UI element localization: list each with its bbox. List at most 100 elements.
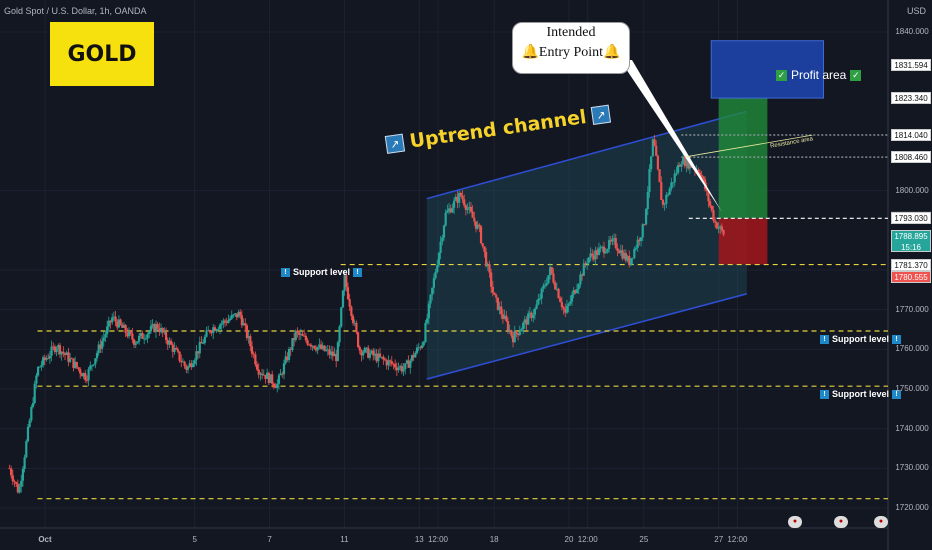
candle-body — [114, 316, 117, 322]
candle-body — [121, 324, 124, 328]
candle-body — [415, 347, 419, 353]
candle-body — [190, 363, 193, 368]
candle-body — [572, 290, 575, 295]
support-text-3: Support level — [832, 389, 890, 399]
candle-body — [700, 174, 703, 177]
candle-body — [616, 247, 619, 251]
candle-body — [474, 221, 478, 229]
candle-body — [362, 352, 365, 356]
candle-body — [395, 367, 398, 371]
candle-body — [555, 288, 558, 290]
price-tick-label: 1800.000 — [895, 185, 929, 195]
candle-body — [148, 331, 151, 335]
price-tick-label: 1840.000 — [895, 27, 929, 36]
candle-body — [383, 359, 387, 361]
candle-body — [720, 226, 723, 231]
symbol-title: Gold Spot / U.S. Dollar, 1h, OANDA — [4, 6, 147, 16]
candle-body — [611, 238, 614, 242]
candle-body — [710, 205, 713, 211]
candle-body — [511, 335, 515, 343]
candle-body — [382, 356, 385, 360]
candle-body — [100, 340, 104, 349]
candle-body — [53, 346, 57, 352]
entry-callout: Intended 🔔Entry Point🔔 — [512, 22, 630, 74]
candle-body — [468, 206, 471, 209]
candle-body — [23, 457, 26, 469]
candle-body — [180, 360, 183, 363]
candle-body — [680, 163, 683, 167]
candle-body — [522, 322, 525, 329]
candle-body — [196, 351, 200, 354]
candle-body — [712, 210, 715, 221]
price-tick-label: 1720.000 — [895, 503, 929, 512]
candle-body — [626, 256, 629, 261]
candle-body — [154, 324, 158, 332]
candle-body — [306, 340, 309, 345]
candle-body — [106, 326, 109, 335]
candle-body — [26, 426, 30, 442]
candle-body — [496, 297, 499, 310]
candle-body — [466, 208, 469, 210]
candle-body — [405, 360, 409, 364]
candle-body — [239, 311, 242, 316]
candle-body — [276, 383, 279, 388]
candle-body — [661, 199, 665, 205]
candle-body — [308, 344, 311, 346]
candle-body — [70, 358, 73, 360]
candle-body — [247, 336, 250, 339]
take-profit-zone — [718, 98, 768, 219]
candle-body — [341, 290, 345, 308]
candle-body — [545, 283, 548, 286]
candle-body — [218, 324, 222, 329]
time-tick-label: 12:00 — [727, 535, 748, 544]
candle-body — [31, 403, 35, 407]
bell-icon: 🔔 — [521, 45, 539, 60]
candle-body — [193, 360, 196, 365]
candle-body — [589, 253, 592, 258]
candle-body — [20, 480, 23, 487]
candle-body — [388, 360, 392, 362]
candle-body — [478, 224, 481, 227]
callout-line2: Entry Point — [538, 45, 604, 60]
candle-body — [574, 290, 577, 294]
candle-body — [715, 222, 718, 229]
price-level-label: 1808.460 — [891, 151, 931, 164]
candle-body — [202, 343, 205, 344]
check-icon: ✓ — [776, 69, 787, 81]
candle-body — [33, 383, 36, 404]
candle-body — [646, 192, 649, 210]
candle-body — [434, 272, 437, 279]
candle-body — [609, 240, 612, 242]
candle-body — [569, 301, 572, 304]
candle-body — [370, 350, 373, 354]
candle-body — [38, 366, 41, 368]
candle-body — [323, 345, 326, 351]
candle-body — [82, 373, 85, 377]
channel-upper-line — [426, 110, 747, 200]
event-flag-icon[interactable]: ● — [788, 516, 802, 528]
price-tick-label: 1730.000 — [895, 463, 929, 473]
candle-body — [587, 257, 590, 263]
candle-body — [688, 162, 691, 169]
candle-body — [655, 145, 658, 156]
candle-body — [10, 468, 13, 476]
bell-icon: 🔔 — [603, 45, 621, 60]
candle-body — [441, 237, 444, 242]
candle-body — [631, 257, 634, 259]
candle-body — [484, 251, 488, 267]
candle-body — [365, 347, 368, 349]
event-flag-icon[interactable]: ● — [874, 516, 888, 528]
candle-body — [702, 176, 705, 180]
candle-body — [52, 346, 55, 348]
time-tick-label: 12:00 — [427, 535, 449, 544]
event-flag-icon[interactable]: ● — [834, 516, 848, 528]
candle-body — [355, 322, 358, 333]
candle-body — [217, 328, 220, 330]
candle-body — [212, 327, 215, 334]
candle-body — [62, 351, 65, 354]
candle-body — [604, 252, 607, 254]
price-level-label: 1823.340 — [891, 92, 931, 105]
candle-body — [400, 366, 403, 372]
time-tick-label: 7 — [267, 535, 272, 544]
